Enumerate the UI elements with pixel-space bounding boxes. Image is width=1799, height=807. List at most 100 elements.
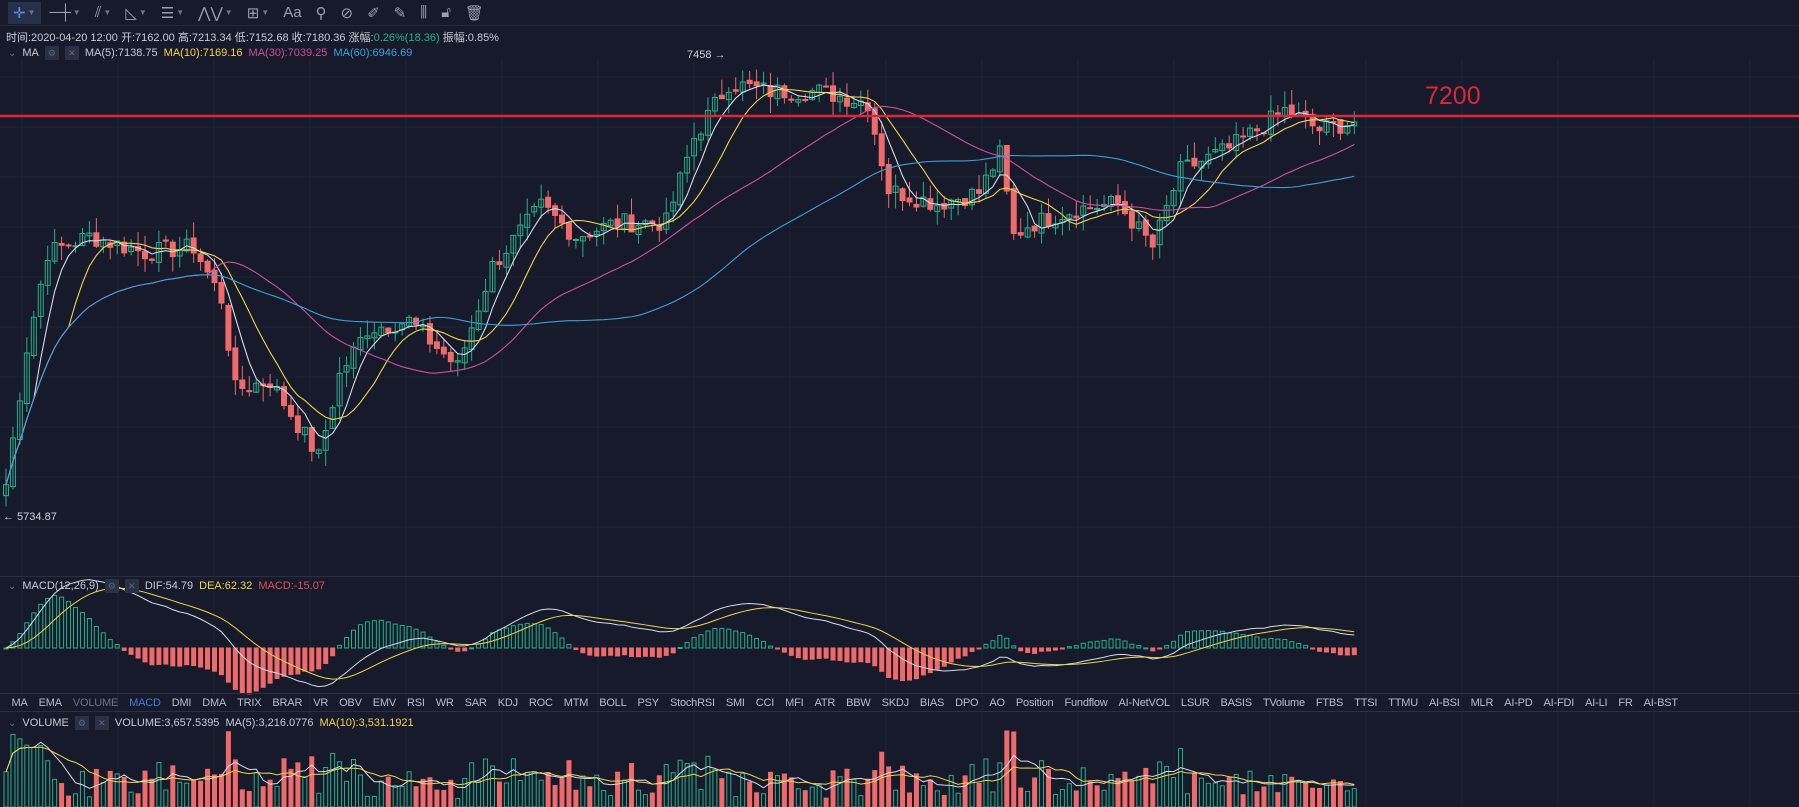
tab-mfi[interactable]: MFI: [785, 696, 804, 709]
tab-position[interactable]: Position: [1015, 696, 1054, 709]
macd-bar: [1233, 632, 1239, 649]
close-icon[interactable]: ✕: [94, 716, 109, 730]
tab-boll[interactable]: BOLL: [599, 696, 627, 709]
parallel-lines-tool[interactable]: ☰ ▼: [156, 2, 189, 24]
rectangle-tool[interactable]: ⊞ ▼: [242, 2, 275, 24]
tab-kdj[interactable]: KDJ: [497, 696, 518, 709]
macd-bar: [218, 647, 224, 676]
tab-basis[interactable]: BASIS: [1220, 696, 1252, 709]
tab-dma[interactable]: DMA: [202, 696, 227, 709]
tab-dmi[interactable]: DMI: [171, 696, 192, 709]
tab-lsur[interactable]: LSUR: [1180, 696, 1210, 709]
collapse-chevron-icon[interactable]: ⌄: [8, 717, 17, 729]
volume-bar: [698, 788, 704, 807]
horizontal-line-icon: ─┼: [49, 4, 71, 21]
pane-divider[interactable]: [0, 576, 1799, 577]
tab-ai-netvol[interactable]: AI-NetVOL: [1118, 696, 1171, 709]
tab-bias[interactable]: BIAS: [919, 696, 945, 709]
volume-bar: [385, 776, 391, 807]
text-tool[interactable]: Aa: [278, 2, 306, 24]
tab-stochrsi[interactable]: StochRSI: [669, 696, 715, 709]
tab-wr[interactable]: WR: [435, 696, 454, 709]
tab-ai-li[interactable]: AI-LI: [1585, 696, 1608, 709]
macd-bar: [302, 647, 308, 672]
volume-bar: [587, 786, 593, 807]
tab-ftbs[interactable]: FTBS: [1315, 696, 1344, 709]
macd-bar: [531, 623, 537, 649]
collapse-chevron-icon[interactable]: ⌄: [8, 580, 17, 592]
tab-mlr[interactable]: MLR: [1470, 696, 1494, 709]
angle-tool[interactable]: ◺ ▼: [120, 2, 151, 24]
ruler-tool[interactable]: ✐: [362, 2, 385, 24]
tab-dpo[interactable]: DPO: [955, 696, 979, 709]
candle-body: [1080, 205, 1087, 216]
tab-smi[interactable]: SMI: [725, 696, 745, 709]
caret-down-icon[interactable]: ▼: [261, 8, 270, 17]
tab-ao[interactable]: AO: [989, 696, 1005, 709]
tab-ai-bst[interactable]: AI-BST: [1643, 696, 1678, 709]
trend-line-tool[interactable]: ⫽ ▼: [90, 2, 117, 24]
candle-body: [1017, 232, 1024, 236]
caret-down-icon[interactable]: ▼: [103, 8, 112, 17]
tab-sar[interactable]: SAR: [464, 696, 487, 709]
trash-tool[interactable]: 🗑︎: [460, 2, 489, 24]
tab-vr[interactable]: VR: [313, 696, 329, 709]
candle-body: [385, 327, 392, 334]
tab-mtm[interactable]: MTM: [563, 696, 589, 709]
caret-down-icon[interactable]: ▼: [138, 8, 147, 17]
tab-macd[interactable]: MACD: [129, 696, 161, 709]
settings-icon[interactable]: ⚙: [74, 716, 89, 730]
settings-icon[interactable]: ⚙: [44, 46, 59, 60]
macd-bar: [719, 627, 725, 649]
caret-down-icon[interactable]: ▼: [224, 8, 233, 17]
caret-down-icon[interactable]: ▼: [176, 8, 185, 17]
magnet-tool[interactable]: ⊘: [336, 2, 359, 24]
tab-ttsi[interactable]: TTSI: [1354, 696, 1378, 709]
tab-ttmu[interactable]: TTMU: [1388, 696, 1418, 709]
crosshair-tool[interactable]: ✛ ▼: [8, 1, 41, 24]
macd-bar: [1129, 643, 1135, 649]
tab-tvolume[interactable]: TVolume: [1262, 696, 1305, 709]
tab-obv[interactable]: OBV: [339, 696, 362, 709]
tab-atr[interactable]: ATR: [814, 696, 836, 709]
candle-body: [225, 304, 232, 351]
macd-bar: [455, 647, 461, 652]
settings-icon[interactable]: ⚙: [104, 579, 119, 593]
tab-ai-bsi[interactable]: AI-BSI: [1428, 696, 1460, 709]
macd-bar: [976, 647, 982, 650]
collapse-chevron-icon[interactable]: ⌄: [8, 47, 17, 59]
tab-emv[interactable]: EMV: [372, 696, 396, 709]
candle-body: [142, 250, 148, 260]
tab-ma[interactable]: MA: [11, 696, 28, 709]
tab-fr[interactable]: FR: [1618, 696, 1633, 709]
caret-down-icon[interactable]: ▼: [72, 8, 81, 17]
brush-tool[interactable]: ✎: [389, 2, 412, 24]
macd-bar: [434, 640, 440, 649]
horizontal-line-tool[interactable]: ─┼ ▼: [45, 2, 86, 24]
tab-ema[interactable]: EMA: [38, 696, 62, 709]
visibility-tool[interactable]: ⫼: [415, 2, 432, 24]
tab-fundflow[interactable]: Fundflow: [1064, 696, 1108, 709]
close-icon[interactable]: ✕: [64, 46, 79, 60]
tab-bbw[interactable]: BBW: [846, 696, 871, 709]
lock-tool[interactable]: 🔓︎: [436, 2, 456, 24]
candle-body: [1226, 143, 1233, 149]
tab-roc[interactable]: ROC: [528, 696, 553, 709]
macd-bar: [649, 647, 655, 657]
tab-brar[interactable]: BRAR: [272, 696, 303, 709]
wave-tool[interactable]: ⋀⋁ ▼: [193, 2, 238, 24]
tab-skdj[interactable]: SKDJ: [881, 696, 910, 709]
tab-psy[interactable]: PSY: [637, 696, 660, 709]
measure-tool[interactable]: ⚲: [311, 2, 332, 24]
macd-bar: [1122, 640, 1128, 649]
caret-down-icon[interactable]: ▼: [27, 8, 36, 17]
tab-volume[interactable]: VOLUME: [72, 696, 119, 709]
tab-ai-pd[interactable]: AI-PD: [1504, 696, 1533, 709]
tab-cci[interactable]: CCI: [755, 696, 775, 709]
close-icon[interactable]: ✕: [124, 579, 139, 593]
tab-rsi[interactable]: RSI: [406, 696, 425, 709]
tab-ai-fdi[interactable]: AI-FDI: [1543, 696, 1575, 709]
info-open: 开:7162.00: [120, 32, 175, 44]
tab-trix[interactable]: TRIX: [237, 696, 262, 709]
